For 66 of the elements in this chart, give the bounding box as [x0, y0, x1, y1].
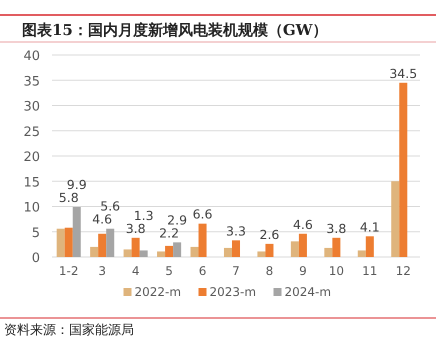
y-tick-label: 25: [23, 124, 40, 140]
data-label: 2.2: [159, 225, 180, 240]
bar: [157, 251, 166, 257]
legend-label: 2023-m: [210, 285, 256, 299]
bar: [132, 238, 140, 257]
data-label: 5.8: [58, 190, 79, 206]
data-label: 3.3: [226, 223, 246, 238]
y-tick-label: 35: [23, 74, 40, 90]
data-label: 34.5: [389, 66, 418, 81]
bar: [165, 246, 174, 257]
data-label: 4.6: [92, 212, 112, 227]
bar: [190, 246, 199, 257]
bar: [265, 244, 274, 257]
x-tick-label: 1-2: [58, 264, 79, 278]
y-tick-label: 20: [23, 150, 40, 165]
bar: [124, 249, 132, 257]
y-tick-label: 10: [23, 200, 40, 216]
data-label: 4.6: [292, 216, 313, 232]
bar: [173, 242, 182, 257]
bar: [290, 241, 299, 257]
y-tick-label: 15: [23, 175, 40, 190]
data-label: 5.6: [100, 198, 120, 214]
x-tick-label: 6: [198, 264, 206, 278]
y-tick-label: 40: [23, 49, 40, 64]
bar: [198, 224, 207, 257]
bar: [324, 248, 332, 257]
x-tick-label: 3: [98, 264, 106, 278]
bar: [98, 234, 106, 257]
bar: [106, 228, 114, 257]
bar: [90, 246, 98, 257]
data-label: 2.6: [260, 226, 280, 242]
bar: [391, 181, 400, 257]
data-label: 9.9: [66, 177, 87, 192]
bar: [140, 250, 148, 257]
bar: [64, 228, 73, 257]
x-tick-label: 4: [132, 264, 140, 278]
chart-title: 图表15：国内月度新增风电装机规模（GW）: [22, 21, 328, 39]
y-tick-label: 30: [23, 100, 40, 114]
data-label: 1.3: [134, 208, 154, 223]
y-tick-label: 5: [32, 226, 40, 241]
x-tick-label: 10: [328, 264, 344, 278]
data-label: 6.6: [192, 206, 213, 222]
x-tick-label: 7: [232, 264, 240, 278]
legend-label: 2022-m: [134, 285, 182, 299]
legend-label: 2024-m: [284, 285, 332, 299]
data-label: 3.8: [326, 220, 346, 236]
data-label: 4.1: [360, 219, 380, 234]
bar: [224, 248, 232, 257]
x-tick-label: 8: [266, 264, 274, 278]
x-tick-label: 12: [396, 264, 411, 278]
data-label: 3.8: [126, 220, 146, 236]
data-label: 2.9: [167, 212, 188, 228]
y-tick-label: 0: [32, 251, 40, 266]
bar: [332, 238, 340, 257]
x-tick-label: 11: [362, 264, 378, 278]
bar: [257, 251, 266, 257]
x-tick-label: 5: [165, 264, 173, 278]
x-tick-label: 9: [299, 264, 307, 278]
bar: [56, 228, 65, 257]
bar: [358, 250, 366, 257]
bar: [298, 234, 307, 257]
bar: [399, 82, 408, 257]
bar: [366, 236, 374, 257]
bar: [232, 240, 240, 257]
text: 资料来源：国家能源局: [4, 322, 134, 338]
bar: [72, 207, 81, 257]
